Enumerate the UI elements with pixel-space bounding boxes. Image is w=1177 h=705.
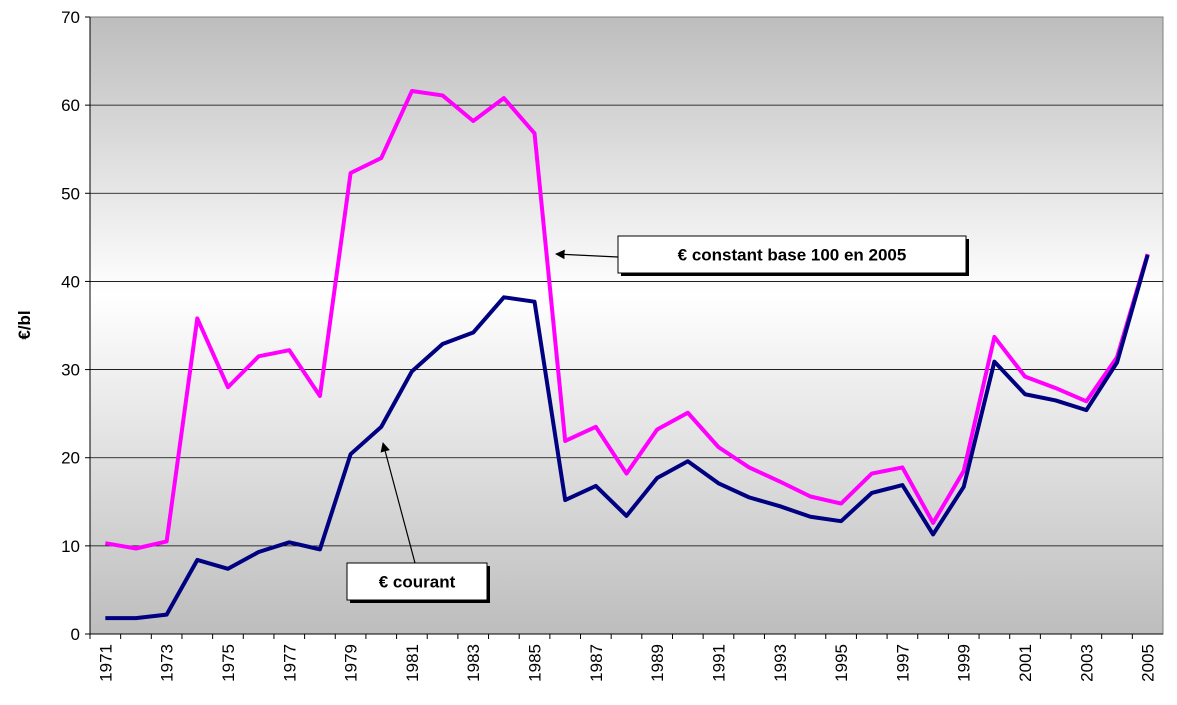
y-tick-label: 30 — [61, 361, 80, 380]
x-tick-label: 1987 — [587, 644, 606, 682]
x-tick-label: 1975 — [219, 644, 238, 682]
x-tick-label: 1977 — [280, 644, 299, 682]
series-line — [105, 254, 1150, 621]
y-tick-label: 70 — [61, 8, 80, 27]
x-tick-label: 1995 — [832, 644, 851, 682]
x-tick-label: 1983 — [464, 644, 483, 682]
x-tick-label: 1973 — [158, 644, 177, 682]
x-tick-label: 1991 — [709, 644, 728, 682]
annotation-arrow — [555, 249, 619, 260]
y-tick-label: 50 — [61, 184, 80, 203]
y-axis-label: €/bl — [15, 310, 34, 339]
x-tick-label: 1971 — [96, 644, 115, 682]
x-tick-label: 1999 — [955, 644, 974, 682]
annotation-arrow — [380, 442, 416, 564]
y-tick-label: 40 — [61, 272, 80, 291]
x-tick-label: 2001 — [1016, 644, 1035, 682]
legend-label: € courant — [379, 573, 456, 592]
plot-area — [89, 16, 1164, 635]
x-tick-label: 2005 — [1139, 644, 1158, 682]
y-tick-label: 0 — [71, 625, 80, 644]
series-line — [104, 89, 1150, 551]
x-tick-label: 1979 — [342, 644, 361, 682]
x-tick-label: 1981 — [403, 644, 422, 682]
annotation-box — [346, 562, 488, 601]
x-tick-label: 1997 — [893, 644, 912, 682]
y-tick-label: 20 — [61, 449, 80, 468]
x-tick-label: 1985 — [526, 644, 545, 682]
x-tick-label: 1993 — [771, 644, 790, 682]
legend-label: € constant base 100 en 2005 — [678, 246, 907, 265]
x-tick-label: 2003 — [1077, 644, 1096, 682]
x-tick-label: 1989 — [648, 644, 667, 682]
y-tick-label: 60 — [61, 96, 80, 115]
y-tick-label: 10 — [61, 537, 80, 556]
annotation-box — [617, 235, 967, 274]
